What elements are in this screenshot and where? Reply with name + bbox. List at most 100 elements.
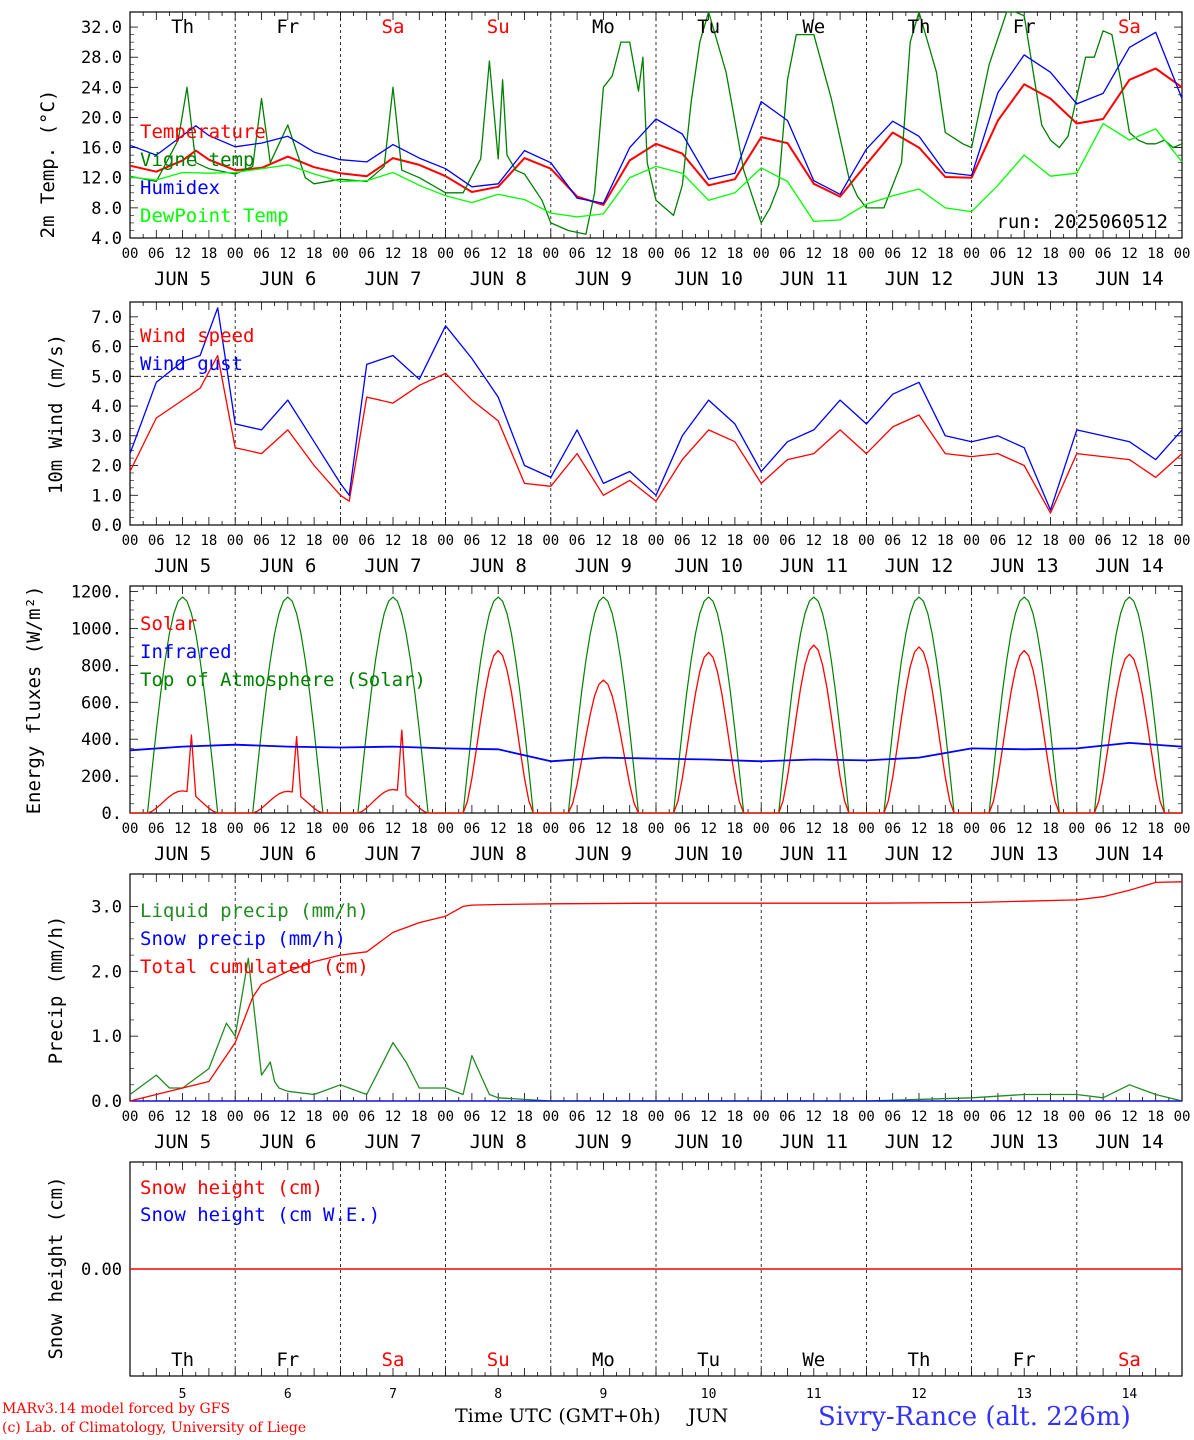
y-tick-label: 6.0 <box>91 338 122 358</box>
y-tick-label: 32.0 <box>81 18 122 38</box>
y-tick-label: 600. <box>81 693 122 713</box>
hour-tick-label: 06 <box>779 533 796 549</box>
hour-tick-label: 18 <box>832 821 849 837</box>
credit-model: MARv3.14 model forced by GFS <box>2 1401 231 1417</box>
date-label: JUN 12 <box>885 1131 954 1153</box>
hour-tick-label: 06 <box>358 533 375 549</box>
date-label: JUN 13 <box>990 268 1059 290</box>
hour-tick-label: 18 <box>621 246 638 262</box>
hour-tick-label: 00 <box>858 533 875 549</box>
date-label: JUN 5 <box>154 268 211 290</box>
date-label: JUN 7 <box>364 268 421 290</box>
hour-tick-label: 00 <box>753 1109 770 1125</box>
hour-tick-label: 06 <box>148 533 165 549</box>
date-label: JUN 13 <box>990 555 1059 577</box>
y-tick-label: 1.0 <box>91 1027 122 1047</box>
hour-tick-label: 00 <box>1068 533 1085 549</box>
hour-tick-label: 06 <box>253 533 270 549</box>
panel-energy <box>129 585 1183 814</box>
hour-tick-label: 12 <box>490 821 507 837</box>
hour-tick-label: 18 <box>1147 1109 1164 1125</box>
hour-tick-label: 06 <box>253 821 270 837</box>
hour-tick-label: 06 <box>463 533 480 549</box>
y-tick-label: 1.0 <box>91 486 122 506</box>
hour-tick-label: 00 <box>1174 533 1191 549</box>
hour-tick-label: 18 <box>1042 533 1059 549</box>
hour-tick-label: 00 <box>648 821 665 837</box>
y-tick-label: 1200. <box>71 583 122 603</box>
hour-tick-label: 18 <box>516 1109 533 1125</box>
weekday-label: Sa <box>1118 16 1141 38</box>
hour-tick-label: 18 <box>1147 246 1164 262</box>
legend-entry: Top of Atmosphere (Solar) <box>140 669 426 691</box>
hour-tick-label: 06 <box>989 533 1006 549</box>
date-label: JUN 8 <box>470 1131 527 1153</box>
hour-tick-label: 18 <box>726 821 743 837</box>
weekday-label: Su <box>487 1349 510 1371</box>
panel-precip <box>129 873 1183 1102</box>
hour-tick-label: 12 <box>279 821 296 837</box>
date-label: JUN 5 <box>154 1131 211 1153</box>
hour-tick-label: 00 <box>227 1109 244 1125</box>
hour-tick-label: 06 <box>148 246 165 262</box>
hour-tick-label: 12 <box>595 533 612 549</box>
y-tick-label: 800. <box>81 656 122 676</box>
hour-tick-label: 06 <box>779 821 796 837</box>
y-tick-label: 2.0 <box>91 962 122 982</box>
legend-entry: Liquid precip (mm/h) <box>140 900 369 922</box>
hour-tick-label: 18 <box>200 246 217 262</box>
weekday-label: Sa <box>1118 1349 1141 1371</box>
y-tick-label: 0. <box>102 804 122 824</box>
weekday-label: Th <box>171 1349 194 1371</box>
hour-tick-label: 06 <box>463 821 480 837</box>
hour-tick-label: 06 <box>358 1109 375 1125</box>
y-tick-label: 24.0 <box>81 78 122 98</box>
time-axis-month: JUN <box>688 1405 729 1427</box>
hour-tick-label: 12 <box>174 246 191 262</box>
hour-tick-label: 12 <box>805 821 822 837</box>
y-tick-label: 0.0 <box>91 1092 122 1112</box>
series-solar-line <box>130 644 1182 814</box>
legend-entry: Temperature <box>140 121 266 143</box>
hour-tick-label: 18 <box>726 533 743 549</box>
hour-tick-label: 00 <box>1068 246 1085 262</box>
hour-tick-label: 00 <box>542 246 559 262</box>
hour-tick-label: 00 <box>332 821 349 837</box>
y-tick-label: 3.0 <box>91 427 122 447</box>
weekday-label: Th <box>908 1349 931 1371</box>
weekday-label: Tu <box>697 1349 720 1371</box>
hour-tick-label: 00 <box>963 533 980 549</box>
y-axis-label: Energy fluxes (W/m²) <box>23 586 45 815</box>
hour-tick-label: 00 <box>963 821 980 837</box>
hour-tick-label: 18 <box>306 821 323 837</box>
hour-tick-label: 06 <box>463 246 480 262</box>
hour-tick-label: 00 <box>122 533 139 549</box>
hour-tick-label: 18 <box>200 533 217 549</box>
series-vigne-temp-line <box>129 11 1183 235</box>
hour-tick-label: 12 <box>1016 821 1033 837</box>
hour-tick-label: 18 <box>832 246 849 262</box>
series-dewpoint-temp-line <box>129 122 1183 223</box>
date-label: JUN 6 <box>259 1131 316 1153</box>
legend-entry: Total cumulated (cm) <box>140 956 369 978</box>
legend-entry: Snow height (cm W.E.) <box>140 1204 380 1226</box>
y-tick-label: 12.0 <box>81 169 122 189</box>
series-humidex-line <box>129 31 1183 204</box>
day-number-label: 11 <box>806 1387 822 1402</box>
hour-tick-label: 18 <box>1042 821 1059 837</box>
hour-tick-label: 06 <box>1095 246 1112 262</box>
hour-tick-label: 12 <box>385 246 402 262</box>
y-axis-label: Snow height (cm) <box>45 1176 67 1359</box>
hour-tick-label: 06 <box>463 1109 480 1125</box>
hour-tick-label: 06 <box>358 821 375 837</box>
hour-tick-label: 12 <box>385 1109 402 1125</box>
y-tick-label: 1000. <box>71 619 122 639</box>
legend-entry: Vigne temp <box>140 149 254 171</box>
hour-tick-label: 06 <box>674 1109 691 1125</box>
hour-tick-label: 00 <box>1174 821 1191 837</box>
weekday-label: Mo <box>592 1349 615 1371</box>
hour-tick-label: 12 <box>1016 246 1033 262</box>
series-infrared-line <box>129 742 1183 763</box>
weekday-label: Fr <box>1013 16 1036 38</box>
y-tick-label: 4.0 <box>91 229 122 249</box>
